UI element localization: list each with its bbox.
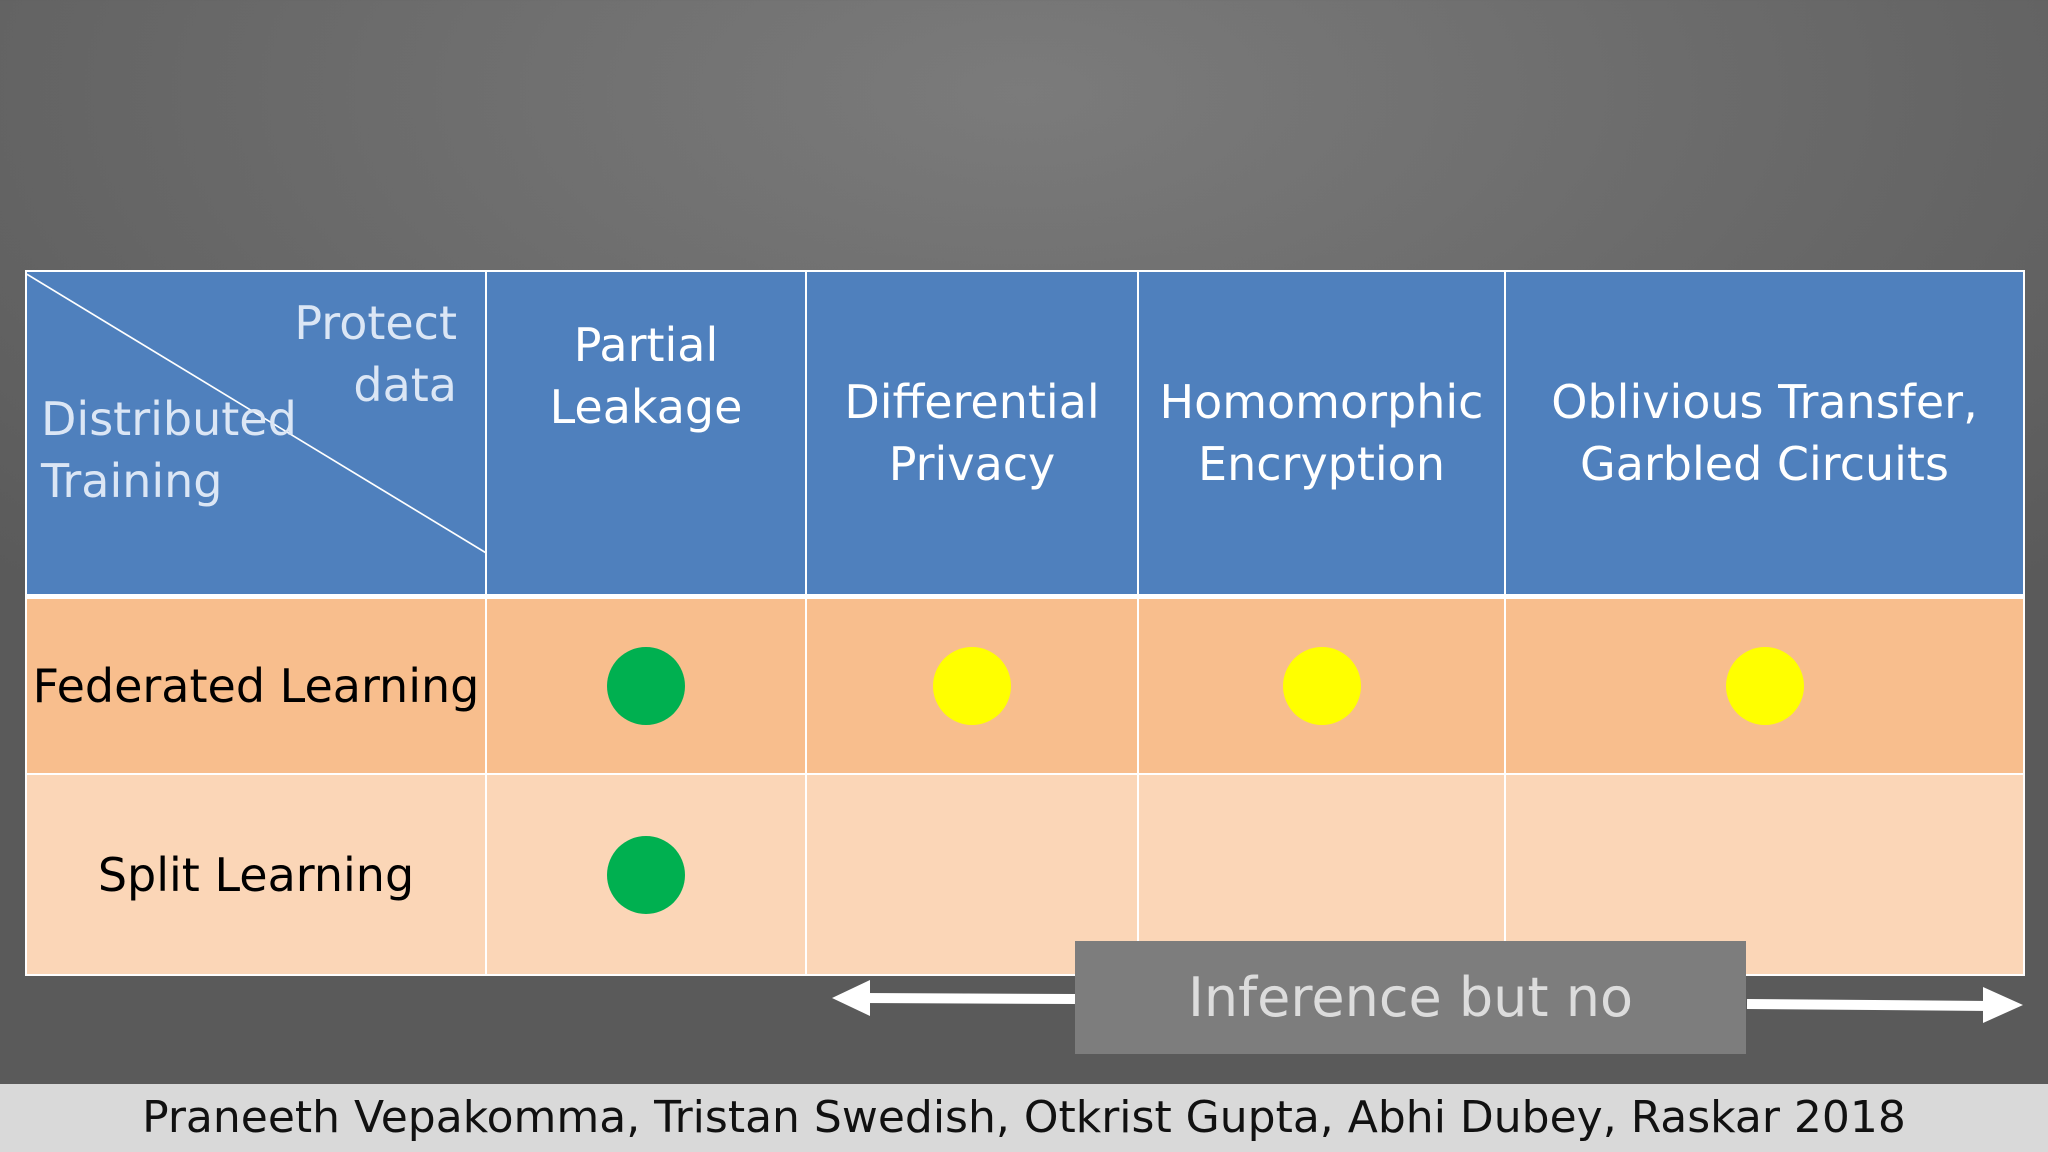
status-dot	[1282, 647, 1361, 725]
column-header-differential-privacy: Differential Privacy	[805, 270, 1139, 599]
column-header-line2: Leakage	[549, 380, 743, 434]
status-dot	[1725, 647, 1804, 725]
left-arrow-icon	[832, 980, 1076, 1016]
column-header-line2: Encryption	[1198, 437, 1445, 491]
column-header-line2: Garbled Circuits	[1580, 437, 1949, 491]
diagonal-divider	[28, 273, 484, 553]
status-dot	[933, 647, 1011, 725]
inference-label-box: Inference but no training	[1075, 941, 1746, 1142]
corner-bottom-line1: Distributed	[41, 392, 297, 446]
corner-top-line2: data	[353, 358, 457, 412]
citation-bar: Praneeth Vepakomma, Tristan Swedish, Otk…	[0, 1084, 2048, 1152]
corner-bottom-line2: Training	[41, 454, 223, 508]
column-header-line1: Oblivious Transfer,	[1551, 375, 1978, 429]
column-header-line1: Differential	[844, 375, 1100, 429]
citation-text: Praneeth Vepakomma, Tristan Swedish, Otk…	[142, 1092, 1906, 1143]
right-arrow-icon	[1746, 987, 2023, 1023]
status-dot	[607, 647, 685, 725]
column-header-line2: Privacy	[888, 437, 1056, 491]
column-header-oblivious-transfer: Oblivious Transfer, Garbled Circuits	[1504, 270, 2025, 599]
table-cell	[485, 773, 807, 976]
table-cell	[1504, 595, 2025, 775]
corner-row-heading: Distributed Training	[41, 388, 297, 512]
row-label-federated-learning: Federated Learning	[25, 595, 487, 775]
corner-top-line1: Protect	[294, 296, 457, 350]
table-cell	[1137, 595, 1506, 775]
column-header-homomorphic-encryption: Homomorphic Encryption	[1137, 270, 1506, 599]
corner-column-heading: Protect data	[294, 292, 457, 416]
table-cell	[805, 595, 1139, 775]
status-dot	[607, 835, 685, 914]
column-header-partial-leakage: Partial Leakage	[485, 270, 807, 599]
header-row: Protect data Distributed Training Partia…	[25, 270, 2025, 599]
row-federated-learning: Federated Learning	[25, 595, 2025, 775]
comparison-table: Protect data Distributed Training Partia…	[25, 270, 2025, 976]
table-cell	[485, 595, 807, 775]
column-header-line1: Homomorphic	[1159, 375, 1484, 429]
corner-cell: Protect data Distributed Training	[25, 270, 487, 599]
row-label-split-learning: Split Learning	[25, 773, 487, 976]
column-header-line1: Partial	[573, 318, 719, 372]
